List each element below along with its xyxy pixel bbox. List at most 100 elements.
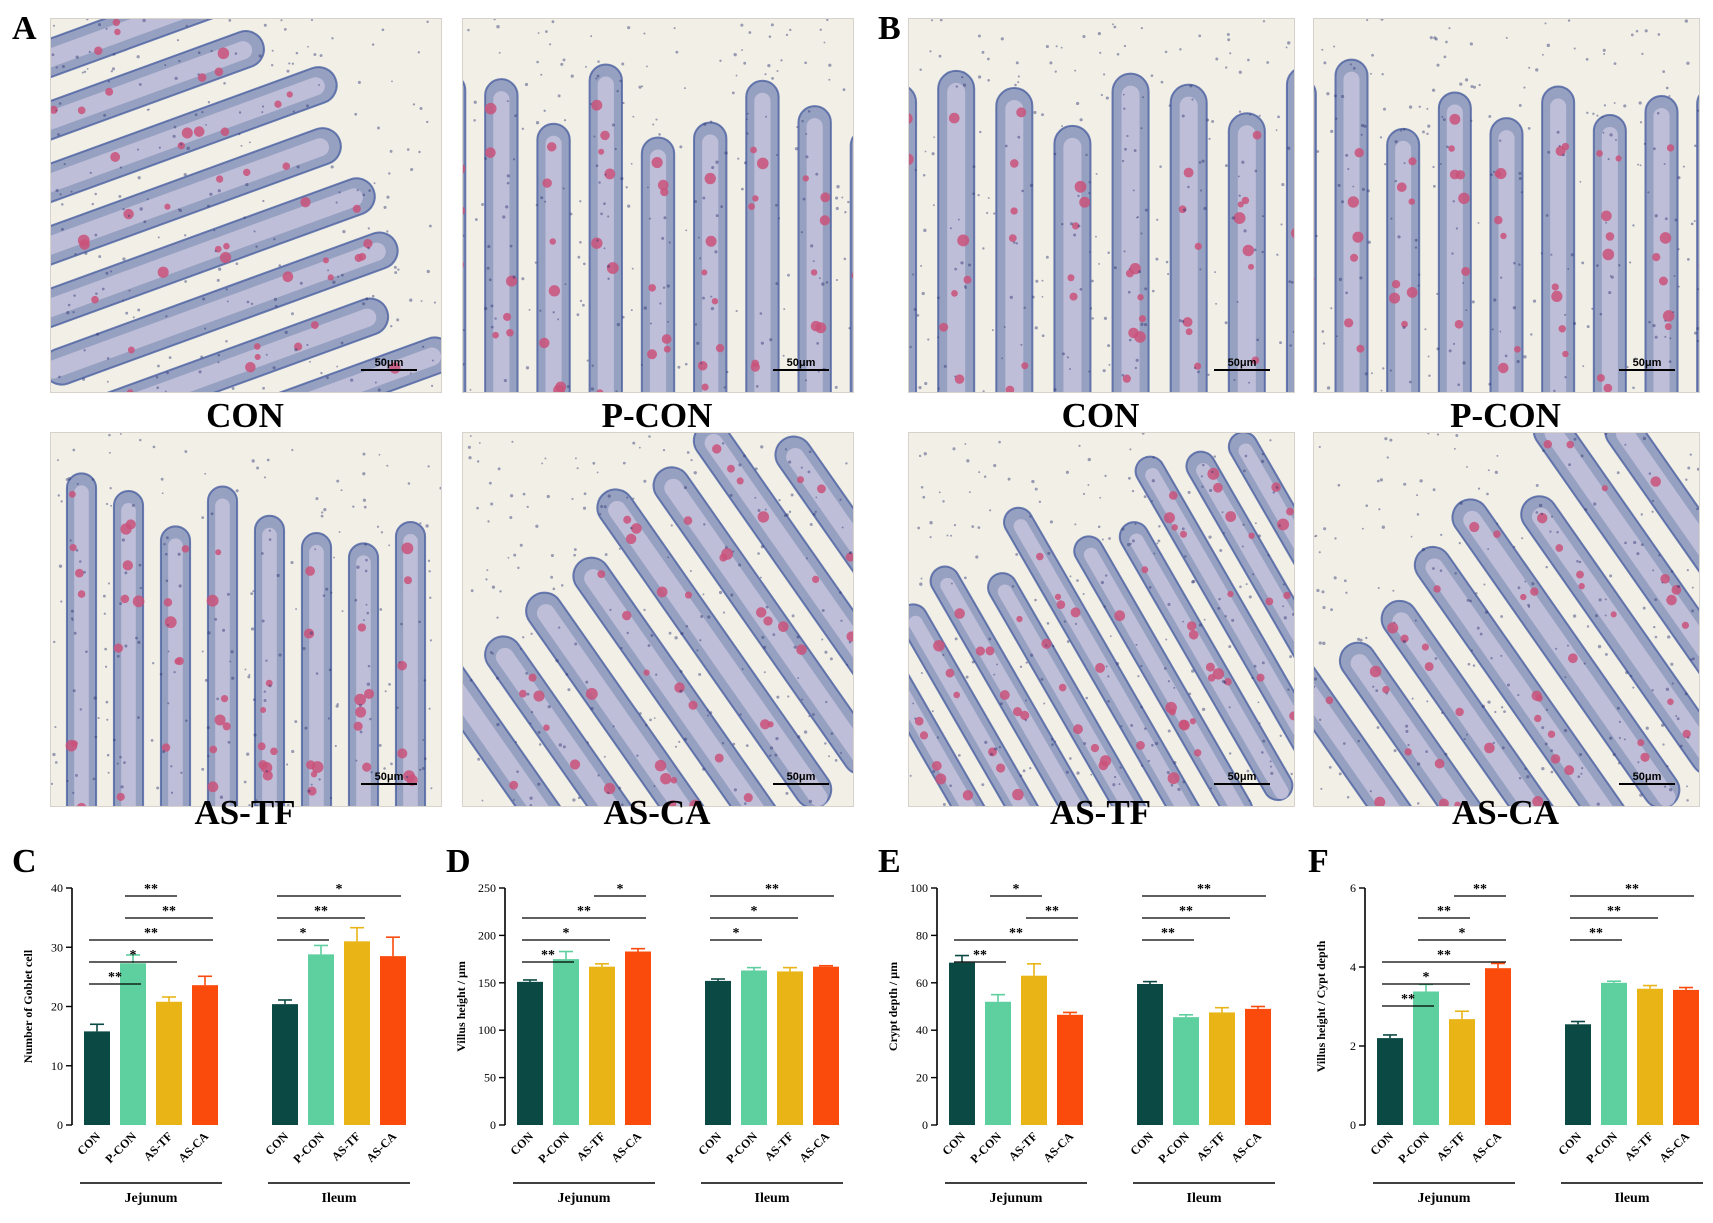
bar-ileum-as-ca [1245, 1008, 1271, 1125]
micrograph-label: AS-TF [1049, 793, 1152, 832]
x-tick-label: CON [1127, 1129, 1156, 1158]
micrograph-a-as-tf: 50μm [50, 432, 442, 807]
group-label: Ileum [1187, 1191, 1222, 1206]
x-tick-label: AS-CA [1040, 1129, 1076, 1165]
x-tick-label: AS-CA [1468, 1129, 1504, 1165]
group-label: Ileum [322, 1191, 357, 1206]
bar-jejunum-p-con [1413, 991, 1439, 1125]
x-tick-label: AS-CA [1228, 1129, 1264, 1165]
x-tick-label: AS-CA [363, 1129, 399, 1165]
bar-jejunum-as-ca [625, 951, 651, 1125]
tissue-image: 50μm [909, 19, 1294, 392]
micrograph-a-p-con: 50μm [462, 18, 854, 393]
bar-ileum-as-tf [1637, 988, 1663, 1125]
bar-ileum-p-con [1601, 982, 1627, 1125]
bar-jejunum-as-tf [589, 966, 615, 1125]
tissue-image: 50μm [51, 433, 441, 806]
bar-jejunum-as-ca [1485, 968, 1511, 1125]
x-tick-label: AS-TF [141, 1129, 175, 1163]
bar-ileum-as-tf [1209, 1012, 1235, 1125]
bar-ileum-as-tf [344, 941, 370, 1125]
micrograph-a-as-ca: 50μm [462, 432, 854, 807]
group-label: Jejunum [558, 1191, 611, 1206]
group-label: Jejunum [990, 1191, 1043, 1206]
significance-label: * [336, 882, 343, 897]
micrograph-label: AS-TF [194, 793, 296, 832]
bar-jejunum-con [949, 962, 975, 1125]
significance-label: * [563, 926, 570, 941]
x-tick-label: P-CON [1155, 1129, 1192, 1166]
tissue-image: 50μm [1314, 433, 1699, 806]
y-tick-label: 2 [1350, 1039, 1356, 1053]
bar-jejunum-p-con [553, 959, 579, 1125]
significance-label: * [751, 904, 758, 919]
bar-ileum-p-con [308, 954, 334, 1125]
x-tick-label: CON [695, 1129, 724, 1158]
x-tick-label: AS-TF [329, 1129, 363, 1163]
x-tick-label: CON [262, 1129, 291, 1158]
tissue-image: 50μm [909, 433, 1294, 806]
x-tick-label: AS-TF [1194, 1129, 1228, 1163]
y-tick-label: 200 [478, 928, 496, 942]
y-tick-label: 0 [57, 1118, 63, 1132]
micrograph-label: P-CON [1450, 396, 1561, 435]
tissue-image: 50μm [463, 19, 853, 392]
y-tick-label: 100 [910, 881, 928, 895]
y-tick-label: 10 [51, 1059, 63, 1073]
bar-ileum-p-con [1173, 1017, 1199, 1125]
bar-ileum-as-tf [777, 971, 803, 1125]
scale-bar-label: 50μm [787, 771, 816, 783]
bar-ileum-con [272, 1004, 298, 1125]
group-label: Ileum [755, 1191, 790, 1206]
x-tick-label: AS-TF [1622, 1129, 1656, 1163]
micrograph-label: AS-CA [1452, 793, 1559, 832]
tissue-image: 50μm [51, 19, 441, 392]
scale-bar-label: 50μm [1228, 357, 1257, 369]
bar-jejunum-con [517, 981, 543, 1125]
y-tick-label: 0 [490, 1118, 496, 1132]
scale-bar-label: 50μm [1633, 771, 1662, 783]
panel-letter-f: F [1308, 843, 1329, 880]
x-tick-label: AS-CA [608, 1129, 644, 1165]
x-tick-label: AS-CA [796, 1129, 832, 1165]
x-tick-label: CON [1367, 1129, 1396, 1158]
bar-jejunum-p-con [985, 1001, 1011, 1125]
x-tick-label: CON [939, 1129, 968, 1158]
bar-jejunum-as-ca [1057, 1014, 1083, 1125]
x-tick-label: P-CON [723, 1129, 760, 1166]
y-tick-label: 60 [916, 976, 928, 990]
significance-label: * [1423, 970, 1430, 985]
x-tick-label: P-CON [1583, 1129, 1620, 1166]
significance-label: * [1459, 926, 1466, 941]
bar-ileum-as-ca [813, 966, 839, 1125]
x-tick-label: CON [1555, 1129, 1584, 1158]
scale-bar-label: 50μm [787, 357, 816, 369]
x-tick-label: P-CON [102, 1129, 139, 1166]
bar-ileum-con [1565, 1024, 1591, 1125]
bar-jejunum-con [1377, 1038, 1403, 1125]
bar-ileum-as-ca [380, 956, 406, 1125]
significance-label: ** [162, 904, 176, 919]
y-axis-label: Number of Goblet cell [21, 949, 35, 1063]
significance-label: * [130, 948, 137, 963]
x-tick-label: P-CON [535, 1129, 572, 1166]
y-tick-label: 20 [51, 1000, 63, 1014]
micrograph-a-con: 50μm [50, 18, 442, 393]
y-tick-label: 0 [1350, 1118, 1356, 1132]
x-tick-label: CON [507, 1129, 536, 1158]
bar-ileum-con [1137, 983, 1163, 1125]
panel-letter-b: B [878, 10, 901, 47]
bar-jejunum-p-con [120, 963, 146, 1125]
significance-label: ** [144, 926, 158, 941]
micrograph-label: P-CON [601, 396, 713, 435]
y-tick-label: 0 [922, 1118, 928, 1132]
significance-label: ** [1197, 882, 1211, 897]
significance-label: ** [1009, 926, 1023, 941]
tissue-image: 50μm [463, 433, 853, 806]
y-axis-label: Villus height / μm [454, 961, 468, 1052]
y-tick-label: 100 [478, 1023, 496, 1037]
x-tick-label: AS-TF [1434, 1129, 1468, 1163]
significance-label: * [300, 926, 307, 941]
significance-label: ** [1589, 926, 1603, 941]
y-tick-label: 250 [478, 881, 496, 895]
